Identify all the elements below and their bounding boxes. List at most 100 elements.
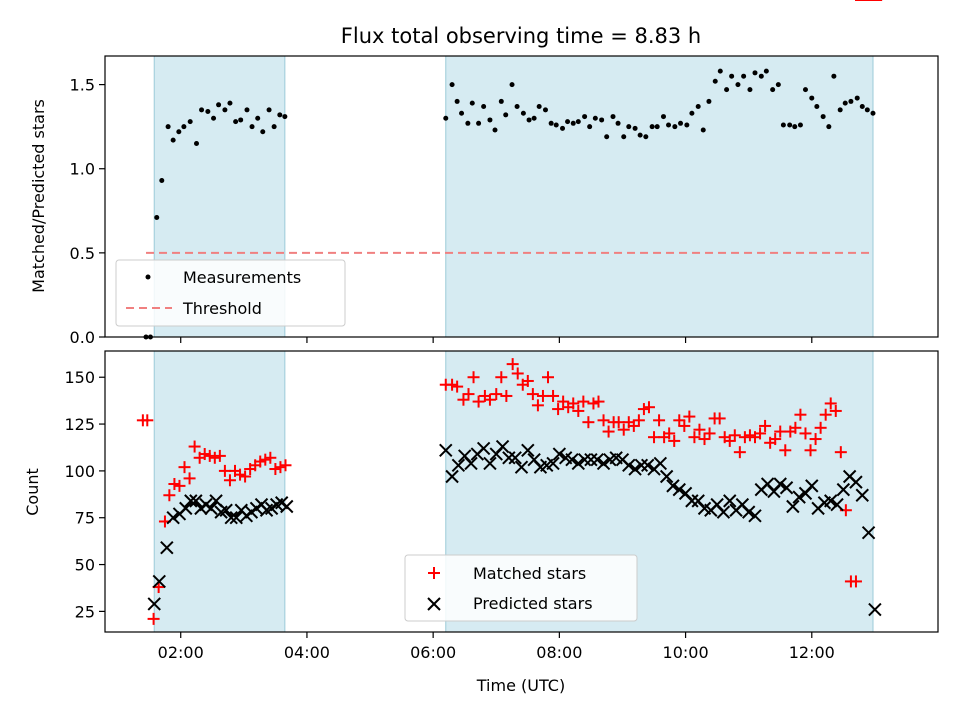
matched-star-point — [683, 410, 696, 423]
measurement-point — [222, 107, 228, 113]
x-tick-label: 04:00 — [284, 643, 330, 662]
matched-star-point — [536, 389, 549, 402]
measurement-point — [238, 117, 244, 123]
matched-star-point — [733, 446, 746, 459]
measurement-point — [787, 122, 793, 128]
matched-star-point — [824, 397, 837, 410]
measurement-point — [592, 115, 598, 121]
matched-star-point — [472, 395, 485, 408]
measurement-point — [553, 122, 559, 128]
measurement-point — [575, 119, 581, 125]
matched-star-point — [703, 427, 716, 440]
predicted-star-point — [628, 462, 642, 476]
top-legend-box — [115, 259, 346, 327]
measurement-point — [187, 119, 193, 125]
matched-star-point — [259, 453, 272, 466]
measurement-point — [211, 115, 217, 121]
matched-star-point — [637, 403, 650, 416]
matched-star-point — [163, 489, 176, 502]
matched-star-point — [567, 397, 580, 410]
matched-star-point — [269, 463, 282, 476]
observing-window-span — [445, 55, 874, 338]
measurement-point — [848, 98, 854, 104]
matched-star-point — [506, 358, 519, 371]
matched-star-point — [446, 378, 459, 391]
measurement-point — [758, 73, 764, 79]
predicted-star-point — [204, 501, 218, 516]
measurement-point — [282, 114, 288, 120]
matched-star-point — [188, 440, 201, 453]
measurement-point — [870, 110, 876, 116]
predicted-star-point — [590, 452, 604, 467]
measurement-point — [706, 98, 712, 104]
legend-matched-label: Matched stars — [473, 564, 586, 583]
x-tick-label: 12:00 — [789, 643, 835, 662]
measurement-point — [227, 100, 233, 106]
measurement-point — [548, 120, 554, 126]
matched-star-point — [239, 470, 252, 483]
legend-matched-marker — [428, 567, 440, 579]
measurement-point — [831, 73, 837, 79]
measurement-point — [570, 120, 576, 126]
measurement-point — [481, 103, 487, 109]
measurement-point — [165, 124, 171, 130]
matched-star-point — [693, 423, 706, 436]
measurement-point — [621, 134, 627, 140]
matched-star-point — [789, 421, 802, 434]
matched-star-point — [557, 395, 570, 408]
matched-star-point — [234, 468, 247, 481]
predicted-star-point — [552, 447, 567, 461]
matched-star-point — [147, 612, 160, 625]
legend-predicted-label: Predicted stars — [473, 594, 593, 613]
top-y-axis-label: Matched/Predicted stars — [29, 99, 48, 293]
matched-star-point — [264, 451, 277, 464]
measurement-point — [752, 70, 758, 76]
measurement-point — [826, 124, 832, 130]
matched-star-point — [642, 401, 655, 414]
measurement-point — [498, 98, 504, 104]
measurement-point — [536, 103, 542, 109]
measurement-point — [689, 110, 695, 116]
predicted-star-point — [495, 439, 510, 454]
measurement-point — [271, 124, 277, 130]
measurement-point — [266, 107, 272, 113]
measurement-point — [205, 109, 211, 115]
matched-star-point — [819, 408, 832, 421]
matched-star-point — [526, 388, 539, 401]
measurement-point — [599, 117, 605, 123]
legend-predicted-marker — [427, 597, 441, 611]
matched-star-point — [738, 431, 751, 444]
predicted-star-point — [666, 479, 680, 493]
measurement-point — [249, 124, 255, 130]
predicted-star-point — [184, 494, 198, 508]
measurement-point — [170, 137, 176, 143]
y-tick-label: 125 — [64, 415, 95, 434]
matched-star-point — [804, 444, 817, 457]
predicted-star-point — [577, 452, 592, 467]
measurement-point — [809, 95, 815, 101]
predicted-star-point — [824, 494, 838, 508]
measurement-point — [735, 82, 741, 88]
matched-star-point — [279, 459, 292, 472]
bottom-plot-frame — [104, 350, 939, 633]
measurement-point — [487, 117, 493, 123]
matched-star-point — [688, 431, 701, 444]
measurement-point — [660, 114, 666, 120]
measurement-point — [233, 119, 239, 125]
measurement-point — [449, 82, 455, 88]
predicted-star-point — [779, 481, 794, 495]
measurement-point — [443, 115, 449, 121]
measurement-point — [476, 120, 482, 126]
predicted-star-point — [634, 458, 649, 472]
matched-star-point — [663, 427, 676, 440]
predicted-star-point — [855, 488, 869, 502]
y-tick-label: 0.0 — [70, 328, 95, 347]
legend-threshold-label: Threshold — [182, 299, 262, 318]
matched-star-point — [829, 404, 842, 417]
matched-star-point — [223, 474, 236, 487]
matched-star-point — [743, 429, 756, 442]
measurement-point — [560, 125, 566, 131]
predicted-star-point — [464, 456, 478, 471]
matched-star-point — [728, 429, 741, 442]
matched-star-point — [490, 388, 503, 401]
